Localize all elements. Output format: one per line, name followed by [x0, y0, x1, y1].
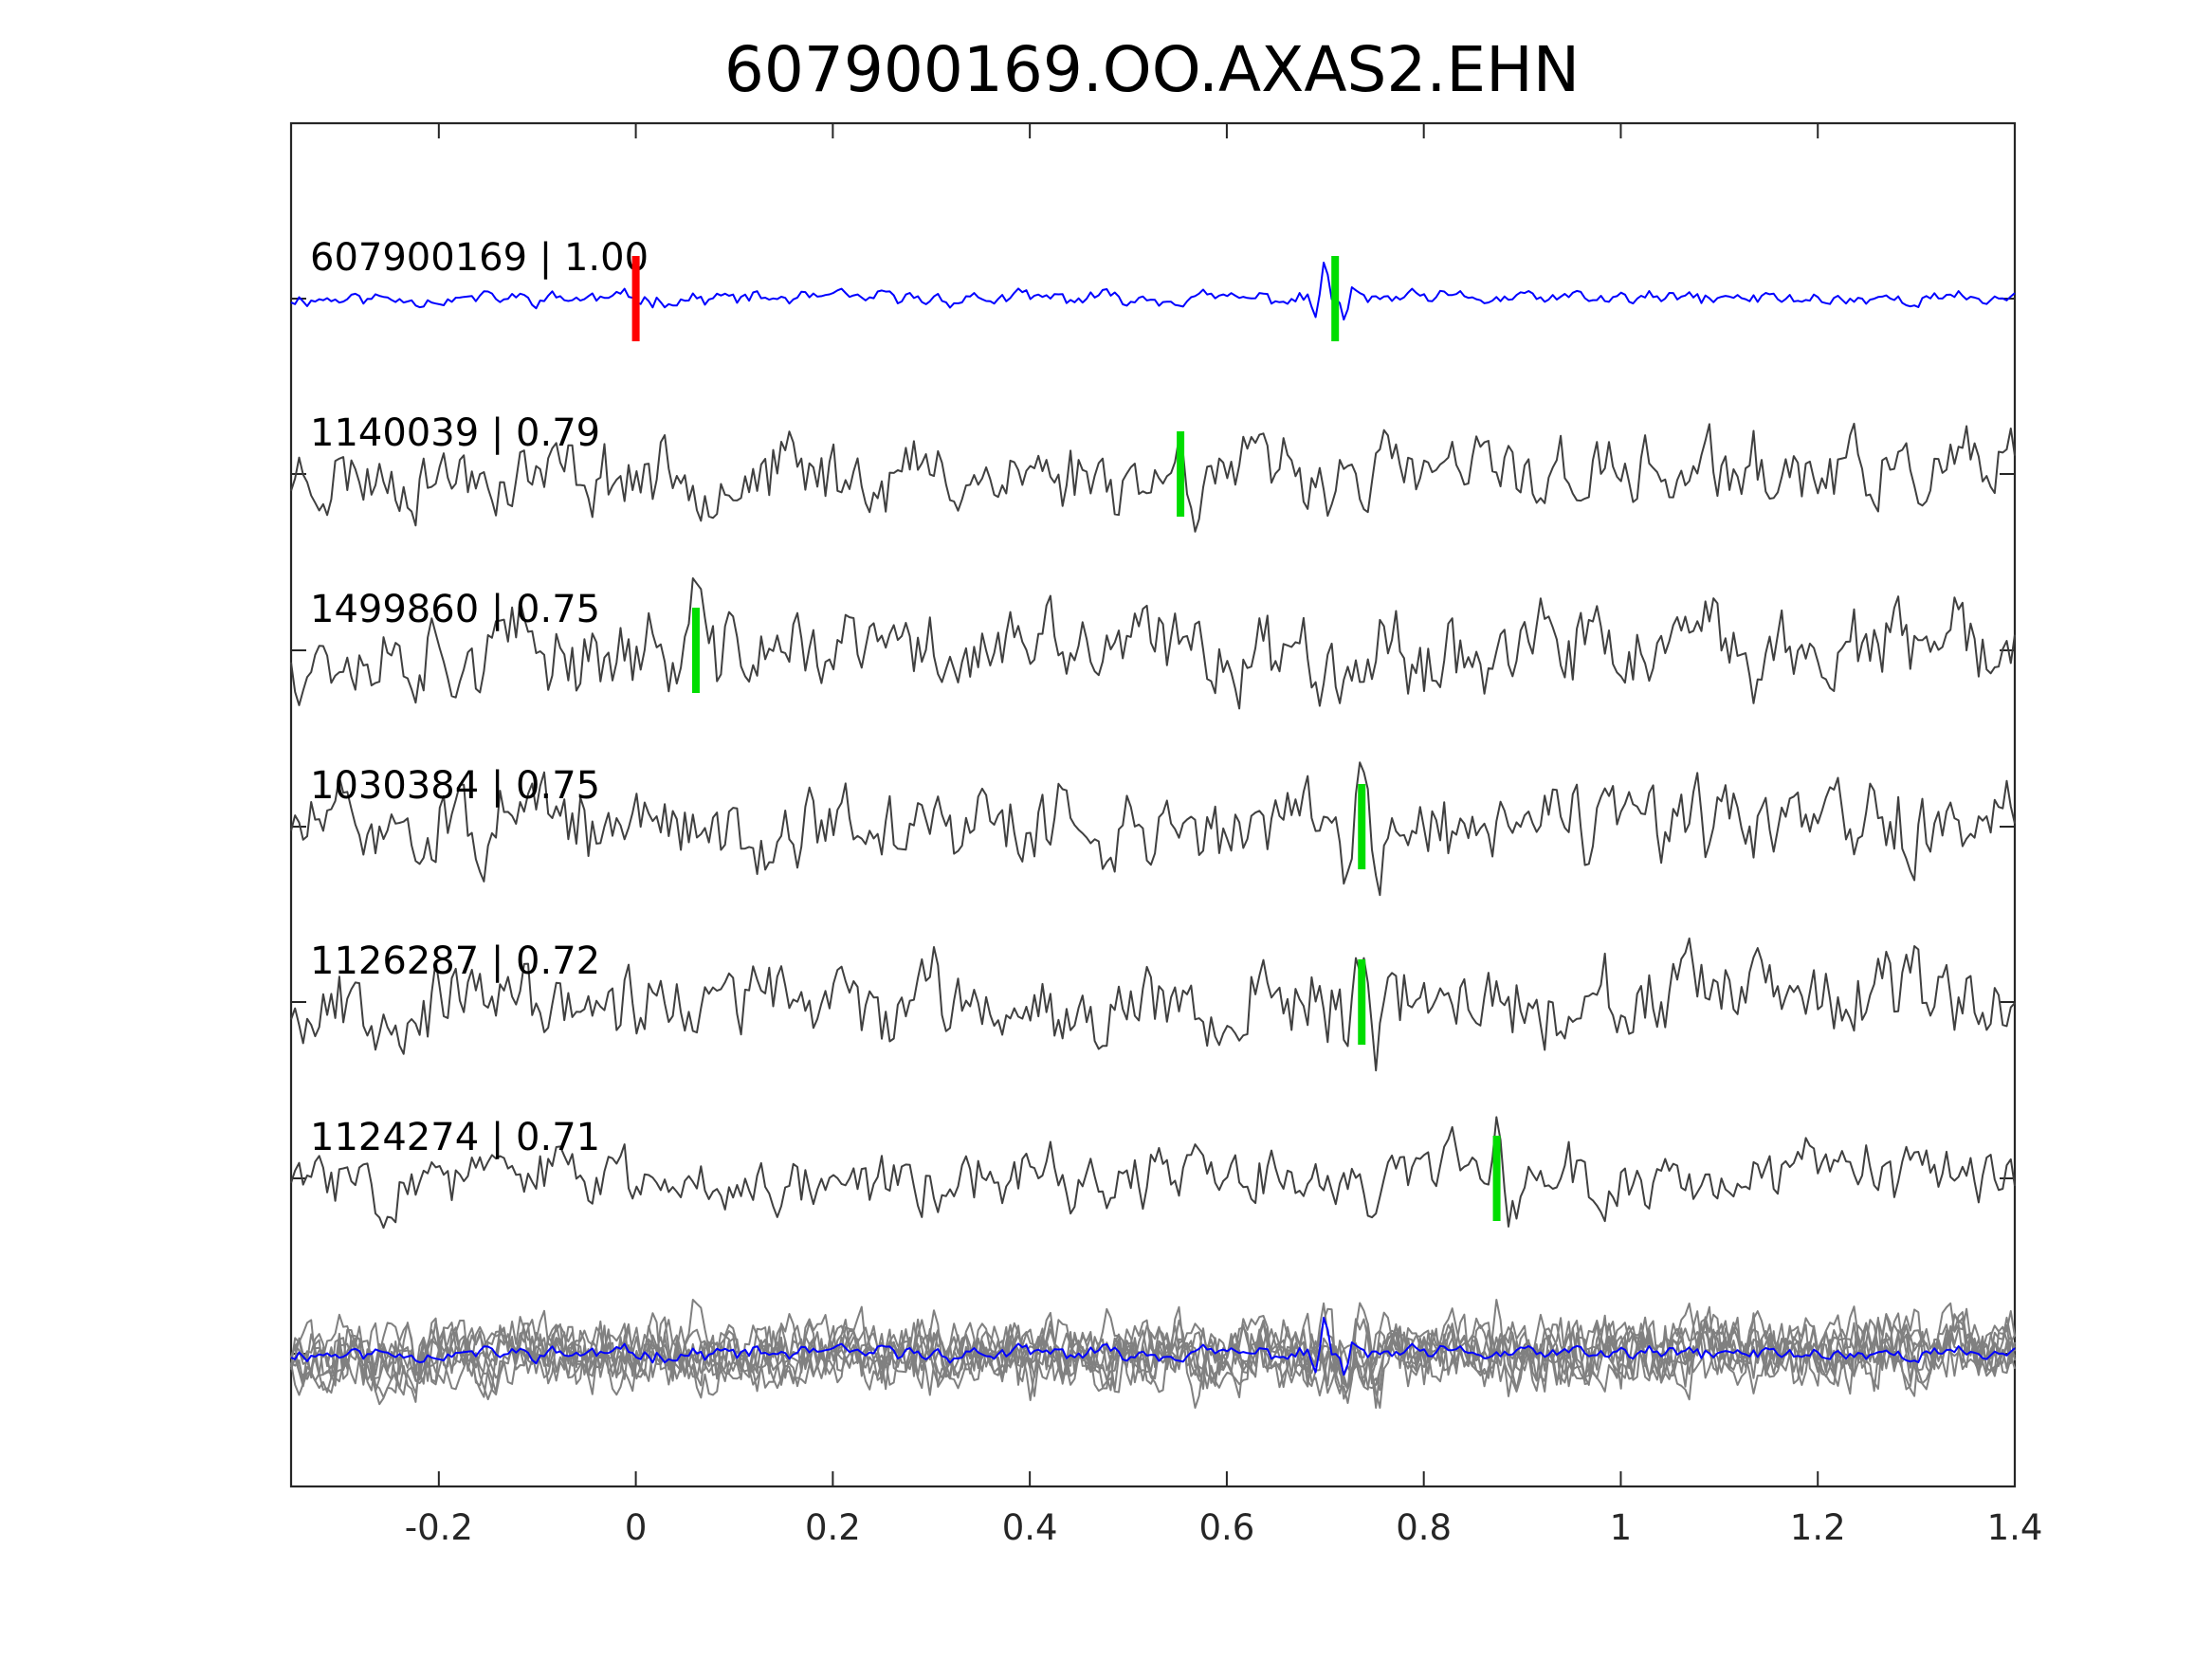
trace-1	[290, 422, 2016, 533]
trace-2	[290, 577, 2016, 710]
x-tick-label: 0	[625, 1507, 648, 1548]
x-tick-label: -0.2	[405, 1507, 473, 1548]
x-tick-label: 0.2	[805, 1507, 861, 1548]
trace-label: 607900169 | 1.00	[310, 236, 649, 280]
stack-extra-0	[290, 1313, 2016, 1406]
stack-reference	[290, 1317, 2016, 1376]
trace-label: 1499860 | 0.75	[310, 588, 600, 631]
plot-area: -0.2 0 0.2 0.4 0.6 0.8 1 1.2 1.4 607900169 | 1.00…	[289, 121, 2043, 1548]
chart-title: 607900169.OO.AXAS2.EHN	[724, 33, 1580, 106]
stack-extra-2	[290, 1302, 2016, 1404]
x-tick-label: 1	[1610, 1507, 1633, 1548]
x-tick-label: 0.8	[1396, 1507, 1452, 1548]
trace-5	[290, 1116, 2016, 1230]
trace-0	[290, 262, 2016, 321]
x-tick-label: 1.4	[1987, 1507, 2043, 1548]
x-tick-label: 1.2	[1790, 1507, 1846, 1548]
trace-label: 1126287 | 0.72	[310, 939, 600, 983]
trace-label: 1124274 | 0.71	[310, 1116, 600, 1159]
trace-3	[290, 761, 2016, 897]
trace-label: 1030384 | 0.75	[310, 764, 600, 808]
stack-trace-5	[290, 1299, 2016, 1398]
trace-4	[290, 937, 2016, 1072]
trace-label: 1140039 | 0.79	[310, 411, 600, 455]
x-tick-label: 0.6	[1198, 1507, 1254, 1548]
x-tick-label: 0.4	[1002, 1507, 1058, 1548]
axes-box	[289, 121, 2017, 1488]
